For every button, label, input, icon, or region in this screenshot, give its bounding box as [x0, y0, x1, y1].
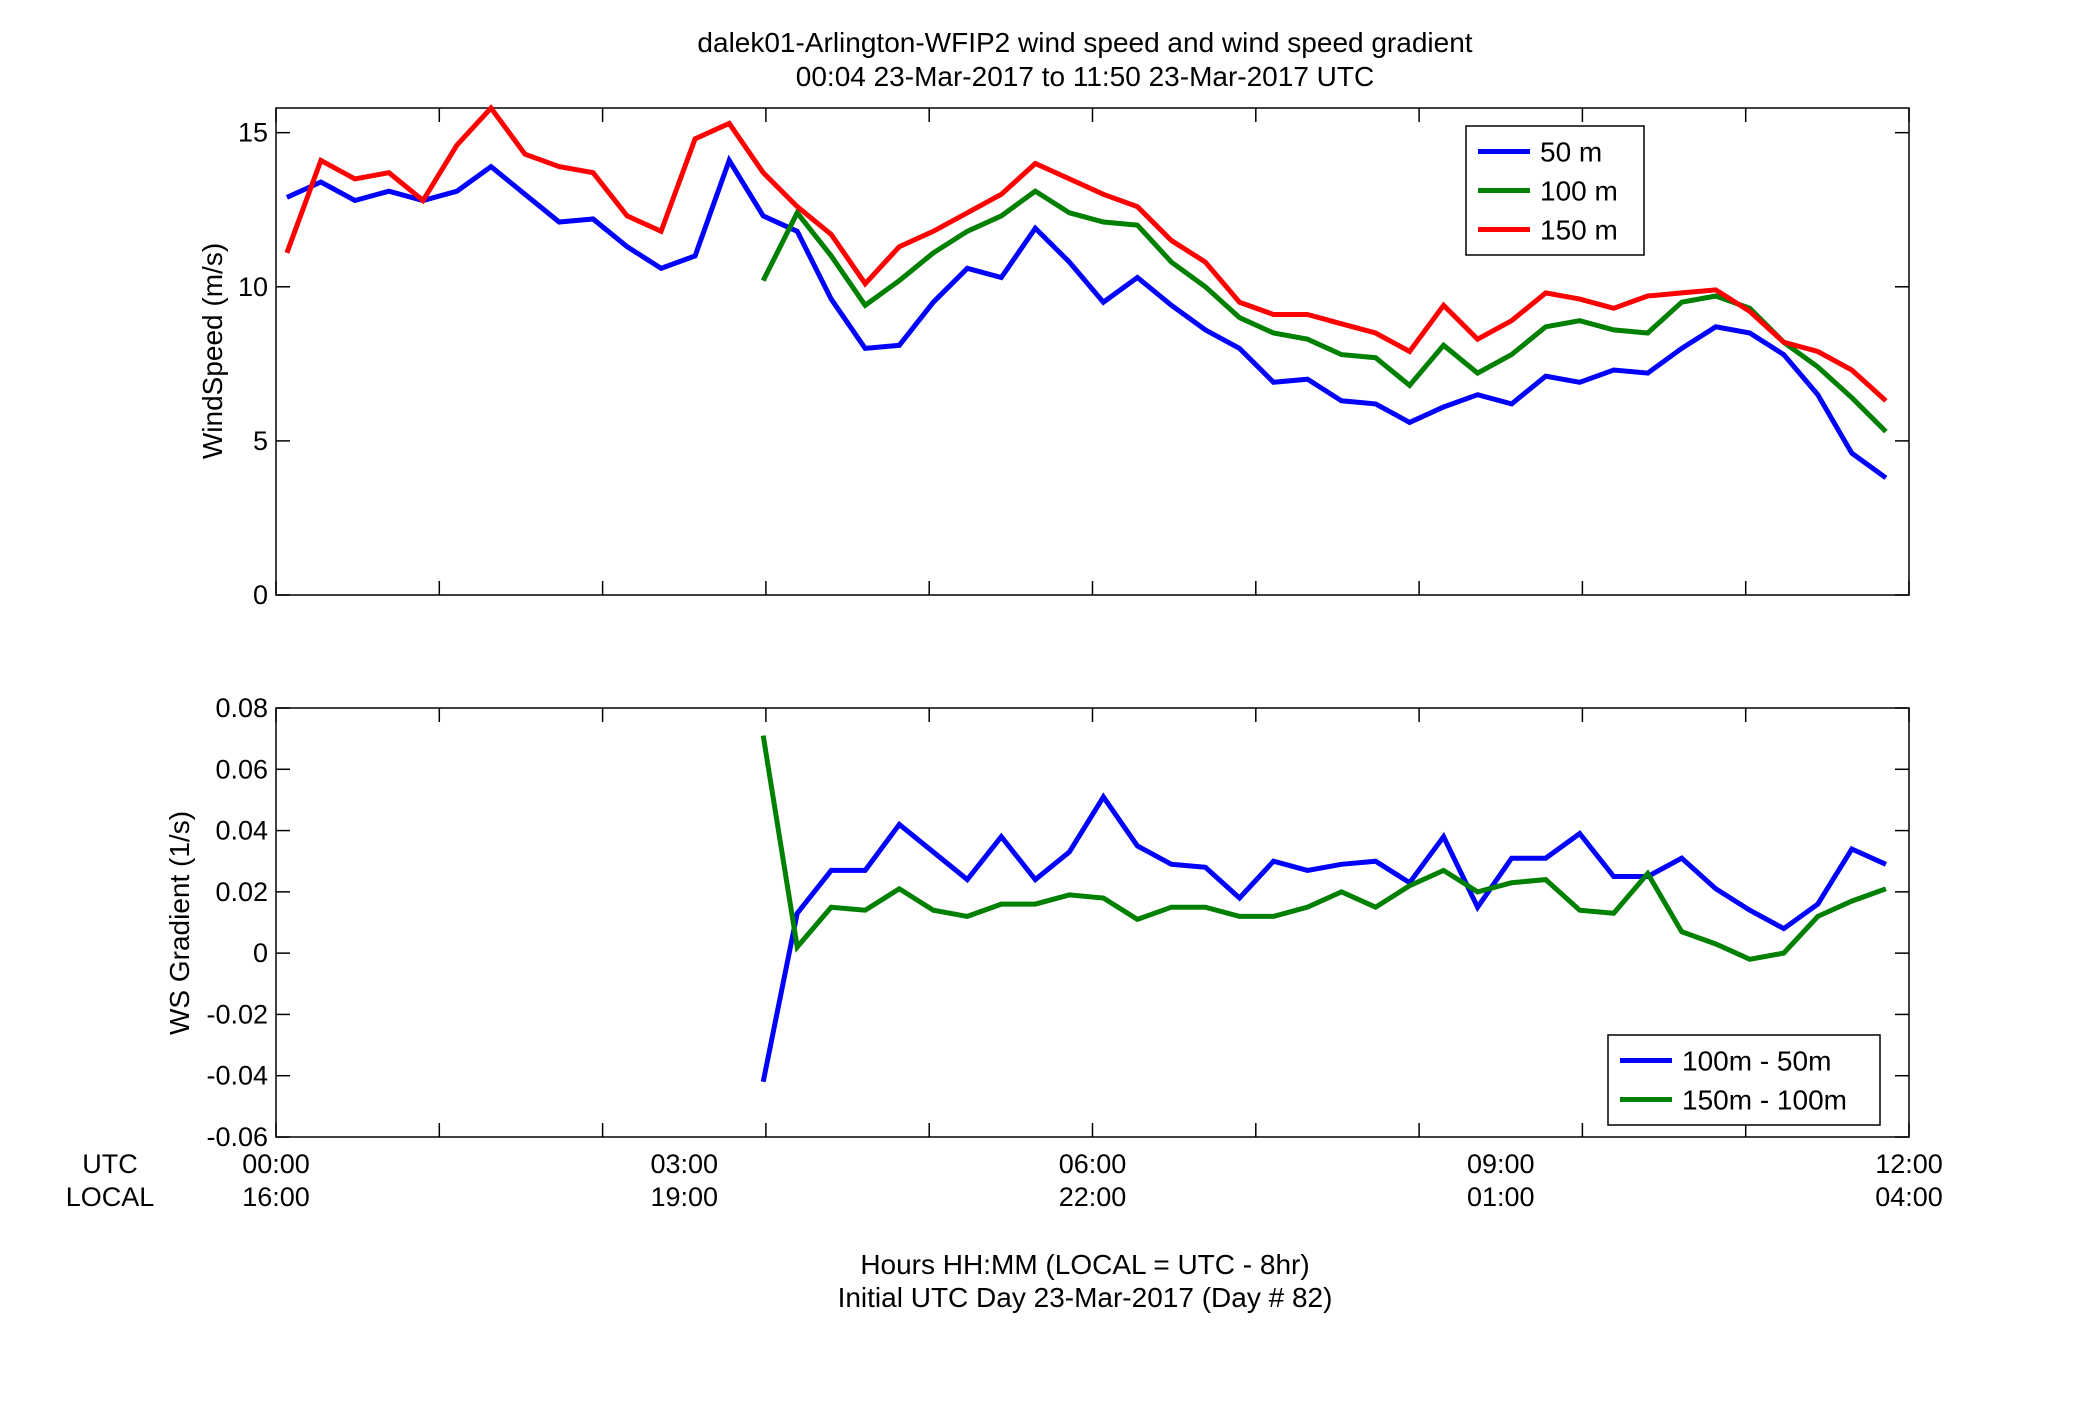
xlabel-line2: Initial UTC Day 23-Mar-2017 (Day # 82) — [838, 1282, 1333, 1313]
utc-tick-label: 12:00 — [1875, 1149, 1943, 1179]
local-tick-label: 22:00 — [1059, 1182, 1127, 1212]
wind-speed-ytick-label: 0 — [253, 580, 268, 610]
wind-speed-series-100-m — [760, 188, 1888, 434]
gradient-legend-box — [1607, 1034, 1881, 1126]
wind-speed-series-50-m — [285, 154, 1888, 480]
gradient-series-150m-100m — [760, 735, 1887, 962]
figure-title-line1: dalek01-Arlington-WFIP2 wind speed and w… — [697, 27, 1472, 58]
wind-speed-legend-label: 100 m — [1540, 176, 1618, 207]
wind-speed-legend-label: 150 m — [1540, 215, 1618, 246]
wind-speed-ticks: 0 5 10 15 — [238, 108, 1910, 610]
gradient-ylabel: WS Gradient (1/s) — [164, 811, 195, 1035]
gradient-ytick-label: -0.06 — [206, 1122, 268, 1152]
gradient-ytick-label: 0.06 — [215, 754, 268, 784]
wind-speed-ylabel: WindSpeed (m/s) — [197, 243, 228, 459]
gradient-legend: 100m - 50m 150m - 100m — [1607, 1034, 1881, 1126]
wind-speed-series-150-m — [284, 104, 1888, 403]
local-tick-label: 04:00 — [1875, 1182, 1943, 1212]
utc-tick-label: 03:00 — [650, 1149, 718, 1179]
wind-speed-legend-label: 50 m — [1540, 137, 1602, 168]
gradient-legend-label: 100m - 50m — [1682, 1046, 1831, 1077]
gradient-series-100m-50m — [760, 792, 1887, 1083]
xlabel-line1: Hours HH:MM (LOCAL = UTC - 8hr) — [860, 1249, 1309, 1280]
wind-speed-legend: 50 m 100 m 150 m — [1465, 125, 1645, 256]
wind-speed-series — [284, 104, 1888, 480]
gradient-ytick-label: 0.08 — [215, 693, 268, 723]
gradient-ticks: -0.06 -0.04 -0.02 0 0.02 0.04 0.06 0.08 — [206, 693, 1910, 1152]
utc-row-label: UTC — [82, 1149, 138, 1179]
wind-speed-axes-box — [275, 107, 1910, 596]
wind-speed-ytick-label: 15 — [238, 118, 268, 148]
gradient-ytick-label: 0 — [253, 938, 268, 968]
wind-speed-panel: 0 5 10 15 WindSpeed (m/s) 50 m 100 m 150 m — [197, 104, 1910, 610]
utc-tick-label: 00:00 — [242, 1149, 310, 1179]
gradient-ytick-label: 0.04 — [215, 816, 268, 846]
figure-title-line2: 00:04 23-Mar-2017 to 11:50 23-Mar-2017 U… — [796, 61, 1374, 92]
local-tick-label: 19:00 — [650, 1182, 718, 1212]
local-row-label: LOCAL — [66, 1182, 155, 1212]
local-tick-label: 01:00 — [1467, 1182, 1535, 1212]
gradient-panel: -0.06 -0.04 -0.02 0 0.02 0.04 0.06 0.08 WS Grad… — [164, 693, 1910, 1152]
gradient-series — [760, 735, 1887, 1083]
local-tick-label: 16:00 — [242, 1182, 310, 1212]
wind-speed-ytick-label: 10 — [238, 272, 268, 302]
utc-tick-label: 09:00 — [1467, 1149, 1535, 1179]
gradient-ytick-label: -0.04 — [206, 1061, 268, 1091]
gradient-ytick-label: 0.02 — [215, 877, 268, 907]
gradient-legend-label: 150m - 100m — [1682, 1085, 1847, 1116]
gradient-ytick-label: -0.02 — [206, 999, 268, 1029]
utc-tick-label: 06:00 — [1059, 1149, 1127, 1179]
wind-speed-ytick-label: 5 — [253, 426, 268, 456]
